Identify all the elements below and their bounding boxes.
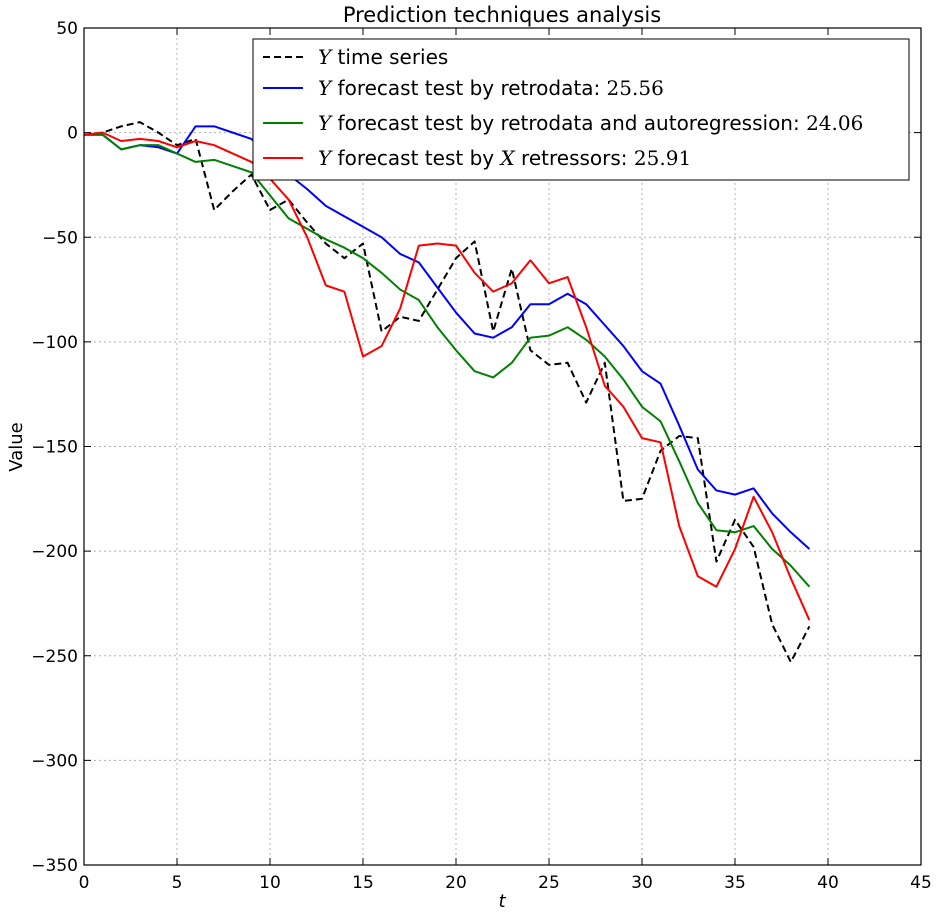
x-tick-label: 45 (910, 873, 932, 893)
y-tick-label: 0 (67, 124, 78, 144)
x-tick-label: 30 (631, 873, 653, 893)
legend-text-part: time series (331, 45, 448, 69)
y-axis-label: Value (6, 422, 27, 471)
y-tick-label: −100 (31, 333, 78, 353)
x-tick-label: 0 (79, 873, 90, 893)
x-tick-label: 15 (352, 873, 374, 893)
x-tick-label: 10 (259, 873, 281, 893)
legend-text-part: 24.06 (806, 111, 863, 135)
series-line-3 (83, 131, 811, 621)
legend-label-3: Y forecast test by X retressors: 25.91 (318, 146, 691, 170)
axis-ticks: 0 5 10 15 20 25 30 35 40 45 50 0 −50 −100 −150 −200 −250… (31, 19, 932, 893)
legend-label-2: Y forecast test by retrodata and autoreg… (318, 111, 863, 135)
x-tick-label: 35 (724, 873, 746, 893)
y-tick-label: −200 (31, 542, 78, 562)
legend-text-part: 25.56 (607, 76, 664, 100)
legend-text-part: Y (318, 111, 333, 135)
legend-text-part: forecast test by retrodata and autoregre… (331, 111, 806, 135)
series-line-2 (84, 133, 811, 588)
series-line-0 (83, 121, 811, 664)
legend-text-part: retressors: (515, 146, 634, 170)
legend-box (252, 38, 910, 181)
legend-text-part: 25.91 (634, 146, 691, 170)
y-tick-label: −250 (31, 647, 78, 667)
y-tick-label: −150 (31, 438, 78, 458)
chart-title: Prediction techniques analysis (343, 3, 661, 27)
y-tick-label: 50 (56, 19, 78, 39)
x-tick-label: 40 (817, 873, 839, 893)
legend-text-part: Y (318, 146, 333, 170)
x-tick-label: 20 (445, 873, 467, 893)
x-tick-label: 5 (172, 873, 183, 893)
x-tick-label: 25 (538, 873, 560, 893)
y-tick-label: −350 (31, 856, 78, 876)
legend-text-part: X (498, 146, 515, 170)
series-layer (83, 121, 811, 664)
y-tick-label: −50 (42, 228, 78, 248)
legend-text-part: Y (318, 45, 333, 69)
x-axis-label: t (498, 891, 506, 912)
legend-text-part: forecast test by retrodata: (331, 76, 606, 100)
series-line-1 (84, 125, 811, 550)
legend-text-part: forecast test by (331, 146, 500, 170)
legend-label-0: Y time series (318, 45, 448, 69)
legend-label-1: Y forecast test by retrodata: 25.56 (318, 76, 664, 100)
legend-text-part: Y (318, 76, 333, 100)
y-tick-label: −300 (31, 751, 78, 771)
